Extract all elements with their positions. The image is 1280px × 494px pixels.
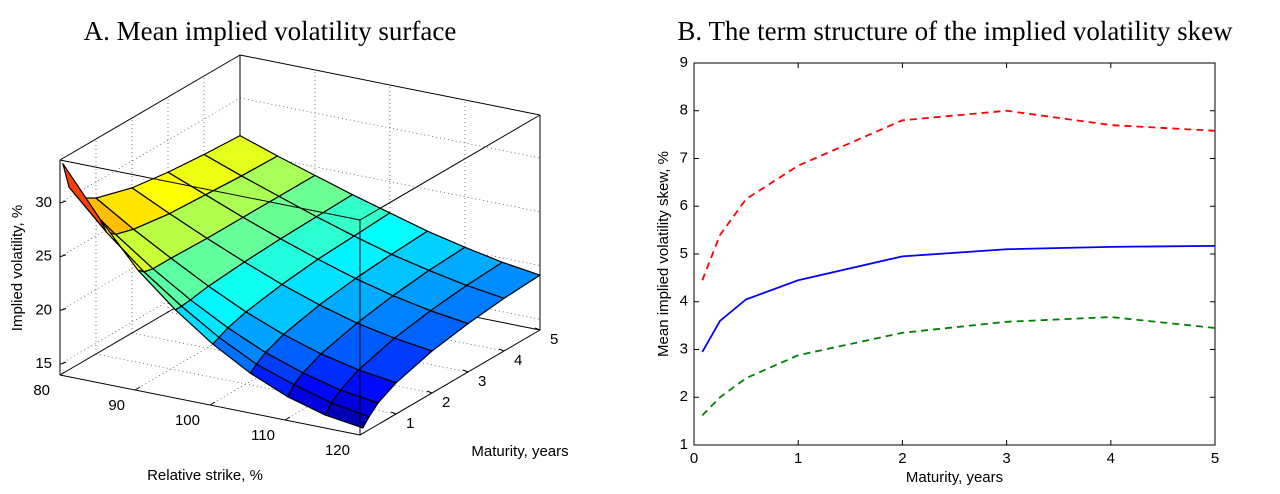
tick-mark bbox=[534, 327, 541, 331]
tick-mark bbox=[134, 386, 141, 391]
y-tick-label: 1 bbox=[406, 415, 414, 432]
y-tick-label: 6 bbox=[680, 197, 688, 214]
y-axis-label: Maturity, years bbox=[471, 443, 568, 460]
z-tick-label: 20 bbox=[35, 301, 52, 318]
series-line bbox=[701, 109, 1216, 281]
y-tick-label: 4 bbox=[514, 352, 522, 369]
x-tick-label: 90 bbox=[108, 397, 125, 414]
x-tick-label: 110 bbox=[251, 427, 275, 444]
x-tick-label: 80 bbox=[33, 382, 50, 399]
y-tick-label: 5 bbox=[680, 245, 688, 262]
axis-box-edge bbox=[59, 54, 241, 161]
chart-title: A. Mean implied volatility surface bbox=[84, 16, 457, 46]
tick-mark bbox=[498, 348, 505, 352]
series-line bbox=[701, 316, 1216, 417]
y-tick-label: 9 bbox=[680, 54, 688, 71]
y-tick-label: 3 bbox=[680, 340, 688, 357]
y-axis-label: Mean implied volatility skew, % bbox=[655, 151, 672, 357]
y-tick-label: 4 bbox=[680, 293, 688, 310]
tick-mark bbox=[426, 390, 433, 394]
y-tick-label: 5 bbox=[550, 331, 558, 348]
z-tick-label: 25 bbox=[35, 248, 52, 265]
grid-line bbox=[239, 151, 541, 213]
plot-frame bbox=[693, 62, 1216, 446]
x-tick-label: 3 bbox=[1002, 450, 1010, 467]
x-tick-label: 1 bbox=[794, 450, 802, 467]
axis-box-edge bbox=[359, 114, 541, 221]
z-tick-label: 15 bbox=[35, 355, 52, 372]
tick-mark bbox=[390, 411, 397, 415]
tick-mark bbox=[209, 401, 216, 406]
grid-line bbox=[59, 258, 241, 365]
y-tick-label: 1 bbox=[680, 436, 688, 453]
z-axis-label: Implied volatility, % bbox=[9, 205, 26, 331]
tick-mark bbox=[59, 308, 67, 311]
x-axis-label: Relative strike, % bbox=[147, 467, 263, 484]
tick-mark bbox=[462, 369, 469, 373]
x-tick-label: 5 bbox=[1211, 450, 1219, 467]
surface-patch bbox=[324, 402, 370, 429]
x-axis-label: Maturity, years bbox=[906, 469, 1003, 486]
grid-line bbox=[59, 97, 241, 204]
x-tick-label: 2 bbox=[898, 450, 906, 467]
tick-mark bbox=[59, 361, 67, 365]
x-tick-label: 4 bbox=[1107, 450, 1115, 467]
axis-box-edge bbox=[359, 329, 541, 436]
y-tick-label: 2 bbox=[442, 394, 450, 411]
tick-mark bbox=[359, 431, 366, 436]
tick-mark bbox=[59, 254, 67, 258]
z-tick-label: 30 bbox=[35, 194, 52, 211]
axis-box-edge bbox=[59, 159, 361, 221]
tick-mark bbox=[59, 371, 66, 376]
x-tick-label: 100 bbox=[175, 412, 200, 429]
chart-title: B. The term structure of the implied vol… bbox=[677, 16, 1233, 46]
x-tick-label: 120 bbox=[325, 442, 350, 459]
axis-box-edge bbox=[239, 54, 541, 116]
y-tick-label: 7 bbox=[680, 149, 688, 166]
tick-mark bbox=[284, 416, 291, 421]
grid-line bbox=[95, 353, 397, 415]
y-tick-label: 2 bbox=[680, 388, 688, 405]
y-tick-label: 3 bbox=[478, 373, 486, 390]
series-line bbox=[701, 244, 1216, 353]
y-tick-label: 8 bbox=[680, 102, 688, 119]
x-tick-label: 0 bbox=[690, 450, 698, 467]
tick-mark bbox=[59, 200, 67, 204]
